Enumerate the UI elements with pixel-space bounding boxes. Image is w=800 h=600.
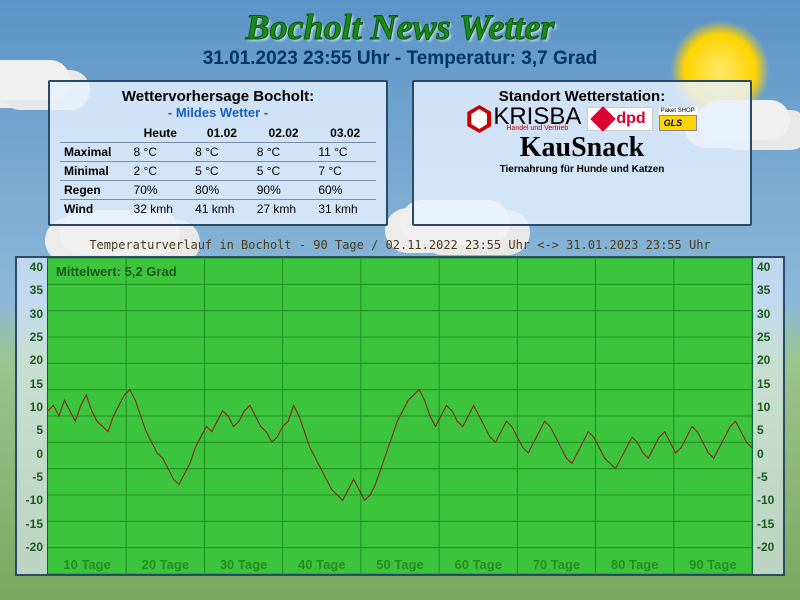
y-axis-left: 4035302520151050-5-10-15-20 — [17, 258, 47, 574]
x-axis: 10 Tage20 Tage30 Tage40 Tage50 Tage60 Ta… — [48, 557, 752, 572]
krisba-logo: KRISBA Handel und Vertrieb — [467, 105, 581, 133]
chart-svg — [48, 258, 752, 574]
kausnack-sub: Tiernahrung für Hunde und Katzen — [500, 164, 665, 175]
forecast-subtitle: - Mildes Wetter - — [60, 105, 376, 120]
forecast-table: Heute 01.02 02.02 03.02 Maximal8 °C8 °C8… — [60, 124, 376, 218]
forecast-panel: Wettervorhersage Bocholt: - Mildes Wette… — [48, 80, 388, 226]
y-axis-right: 4035302520151050-5-10-15-20 — [753, 258, 783, 574]
forecast-title: Wettervorhersage Bocholt: — [60, 88, 376, 105]
gls-logo: Paket SHOP GLS — [659, 107, 697, 131]
table-row: Minimal2 °C5 °C5 °C7 °C — [60, 162, 376, 181]
kausnack-logo: KauSnack — [520, 135, 645, 162]
temperature-chart: 4035302520151050-5-10-15-20 Mittelwert: … — [15, 256, 785, 576]
gls-text: GLS — [659, 115, 697, 131]
dpd-text: dpd — [616, 110, 645, 128]
mean-label: Mittelwert: 5,2 Grad — [56, 264, 177, 279]
col-header: 02.02 — [253, 124, 315, 143]
chart-plot: Mittelwert: 5,2 Grad 10 Tage20 Tage30 Ta… — [47, 258, 753, 574]
col-header: 01.02 — [191, 124, 253, 143]
table-row: Regen70%80%90%60% — [60, 181, 376, 200]
dpd-logo: dpd — [587, 107, 652, 131]
krisba-icon — [467, 105, 491, 133]
station-panel: Standort Wetterstation: KRISBA Handel un… — [412, 80, 752, 226]
table-row: Heute 01.02 02.02 03.02 — [60, 124, 376, 143]
krisba-name: KRISBA — [493, 106, 581, 128]
station-title: Standort Wetterstation: — [424, 88, 740, 105]
page-title: Bocholt News Wetter — [0, 0, 800, 48]
dpd-icon — [591, 106, 616, 131]
col-header: 03.02 — [314, 124, 376, 143]
col-header: Heute — [130, 124, 192, 143]
page-subtitle: 31.01.2023 23:55 Uhr - Temperatur: 3,7 G… — [0, 48, 800, 70]
chart-caption: Temperaturverlauf in Bocholt - 90 Tage /… — [15, 238, 785, 252]
gls-top: Paket SHOP — [659, 107, 697, 115]
table-row: Wind32 kmh41 kmh27 kmh31 kmh — [60, 200, 376, 219]
table-row: Maximal8 °C8 °C8 °C11 °C — [60, 143, 376, 162]
